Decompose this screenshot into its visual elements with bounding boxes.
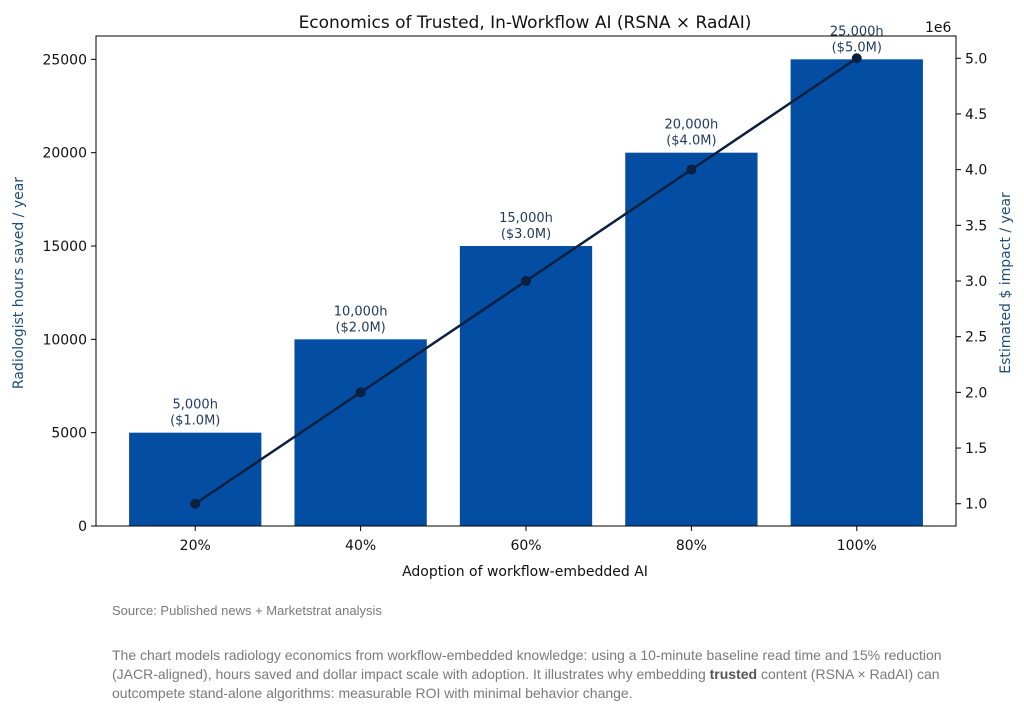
bar-4 (625, 152, 758, 526)
y2-tick-label: 1.5 (965, 441, 987, 457)
bar-2 (294, 339, 427, 526)
dollar-impact-point-2 (355, 387, 366, 398)
y-axis-label: Radiologist hours saved / year (11, 177, 27, 389)
y2-tick-label: 5.0 (965, 51, 987, 67)
caption-text-bold: trusted (709, 666, 758, 682)
dollar-impact-point-5 (851, 53, 862, 64)
bar-label-dollars: ($4.0M) (666, 134, 716, 149)
y2-tick-label: 4.5 (965, 107, 987, 123)
y-tick-label: 25000 (42, 52, 87, 68)
y-tick-label: 0 (78, 519, 87, 535)
y-tick-label: 10000 (42, 332, 87, 348)
y-tick-label: 5000 (51, 426, 87, 442)
bar-label-hours: 5,000h (172, 398, 217, 413)
chart: Economics of Trusted, In-Workflow AI (RS… (11, 13, 1014, 580)
bar-label-dollars: ($1.0M) (170, 414, 220, 429)
bar-label-dollars: ($2.0M) (335, 320, 385, 335)
bar-3 (459, 246, 593, 526)
y-tick-label: 15000 (42, 239, 87, 255)
y2-axis-label: Estimated $ impact / year (998, 192, 1014, 374)
y2-tick-label: 3.0 (965, 274, 987, 290)
y2-tick-label: 4.0 (965, 163, 987, 179)
x-tick-label: 20% (180, 538, 211, 554)
bar-5 (790, 59, 923, 526)
caption-text-before: The chart models radiology economics fro… (112, 647, 942, 682)
bar-label-dollars: ($5.0M) (832, 40, 882, 55)
x-axis-label: Adoption of workflow-embedded AI (402, 564, 648, 580)
y2-tick-label: 3.5 (965, 218, 987, 234)
y2-tick-label: 1.0 (965, 497, 987, 513)
plot-area: 0 5000 10000 15000 20000 25000 1.0 1.5 2.0 2.5 3.0… (42, 24, 987, 554)
bar-label-hours: 15,000h (499, 211, 553, 226)
dollar-impact-point-3 (521, 276, 531, 286)
dollar-impact-point-1 (190, 498, 201, 509)
x-tick-label: 80% (676, 538, 707, 554)
bar-label-dollars: ($3.0M) (501, 227, 551, 242)
x-tick-label: 100% (837, 538, 877, 554)
chart-title: Economics of Trusted, In-Workflow AI (RS… (299, 13, 752, 33)
bar-label-hours: 25,000h (830, 24, 884, 39)
caption-text-after: content (RSNA × RadAI) can outcompete st… (112, 666, 940, 701)
x-tick-label: 40% (345, 538, 376, 554)
bar-label-hours: 10,000h (334, 304, 388, 319)
y2-tick-label: 2.0 (965, 385, 987, 401)
bar-1 (129, 432, 262, 526)
y-tick-label: 20000 (42, 146, 87, 162)
y2-offset-label: 1e6 (925, 20, 952, 36)
x-tick-label: 60% (510, 538, 541, 554)
bar-label-hours: 20,000h (665, 118, 719, 133)
chart-caption: The chart models radiology economics fro… (112, 646, 972, 703)
y2-tick-label: 2.5 (965, 330, 987, 346)
source-note: Source: Published news + Marketstrat ana… (112, 603, 382, 618)
dollar-impact-point-4 (686, 164, 697, 175)
